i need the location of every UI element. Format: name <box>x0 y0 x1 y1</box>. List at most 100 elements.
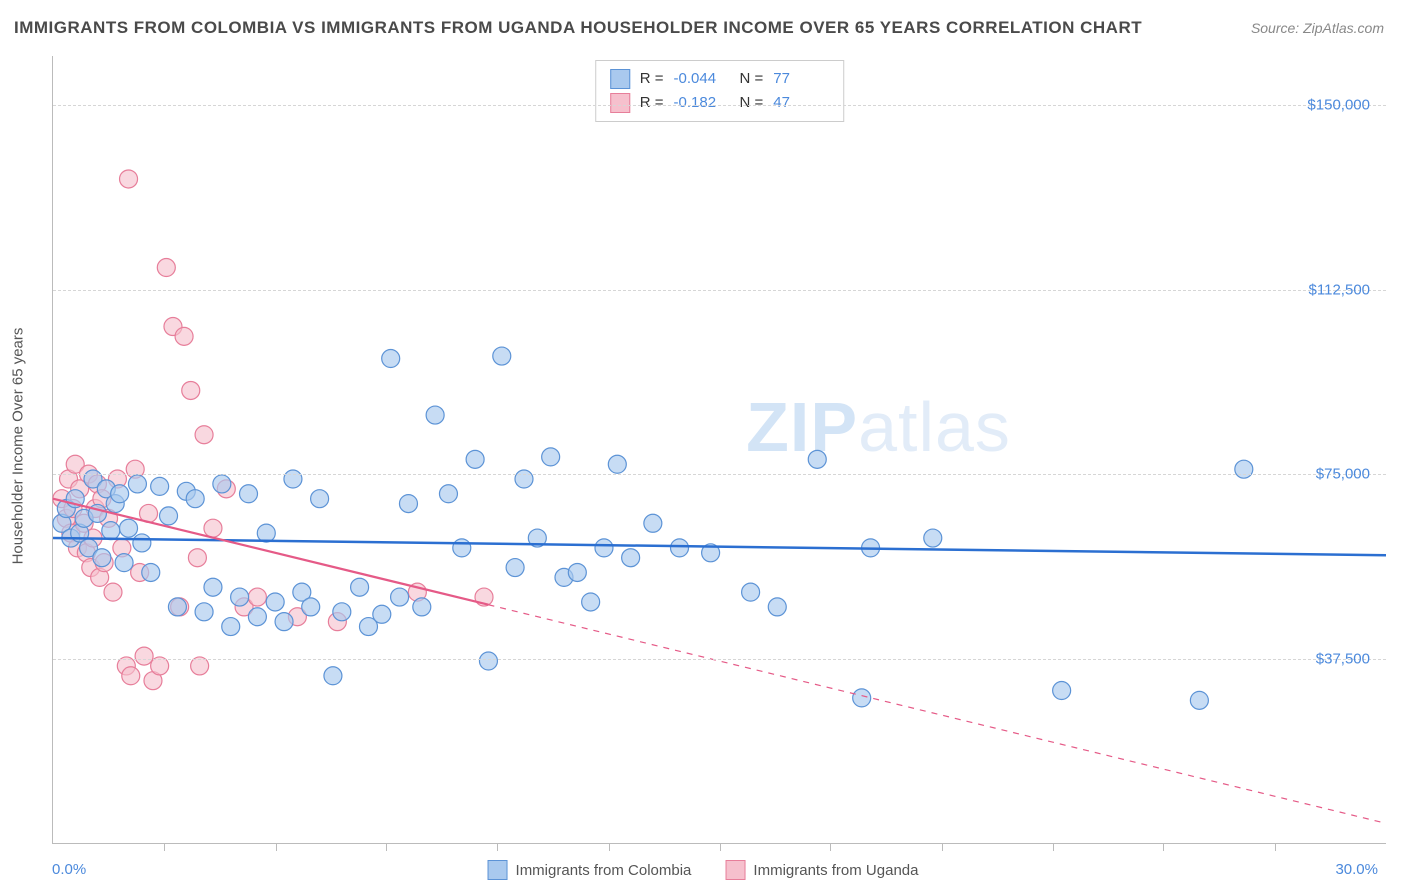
scatter-point <box>391 588 409 606</box>
legend-item: Immigrants from Uganda <box>725 860 918 880</box>
scatter-point <box>151 477 169 495</box>
x-tick <box>386 843 387 851</box>
scatter-point <box>568 563 586 581</box>
x-tick <box>164 843 165 851</box>
scatter-point <box>924 529 942 547</box>
scatter-point <box>622 549 640 567</box>
scatter-point <box>168 598 186 616</box>
scatter-point <box>182 381 200 399</box>
scatter-point <box>248 608 266 626</box>
scatter-point <box>111 485 129 503</box>
x-tick <box>497 843 498 851</box>
scatter-point <box>195 426 213 444</box>
scatter-point <box>324 667 342 685</box>
x-tick <box>1275 843 1276 851</box>
scatter-point <box>853 689 871 707</box>
legend-swatch <box>725 860 745 880</box>
scatter-point <box>742 583 760 601</box>
scatter-point <box>240 485 258 503</box>
scatter-point <box>582 593 600 611</box>
scatter-point <box>102 522 120 540</box>
scatter-point <box>186 490 204 508</box>
scatter-point <box>275 613 293 631</box>
x-tick <box>830 843 831 851</box>
scatter-point <box>399 495 417 513</box>
scatter-point <box>257 524 275 542</box>
grid-line <box>53 290 1386 291</box>
x-min-label: 0.0% <box>52 861 86 878</box>
scatter-point <box>351 578 369 596</box>
scatter-point <box>608 455 626 473</box>
x-tick <box>276 843 277 851</box>
scatter-point <box>204 578 222 596</box>
scatter-point <box>115 554 133 572</box>
scatter-point <box>120 170 138 188</box>
scatter-point <box>479 652 497 670</box>
legend-item: Immigrants from Colombia <box>488 860 692 880</box>
scatter-point <box>311 490 329 508</box>
scatter-point <box>93 549 111 567</box>
scatter-point <box>373 605 391 623</box>
legend-swatch <box>488 860 508 880</box>
scatter-point <box>157 259 175 277</box>
scatter-point <box>135 647 153 665</box>
scatter-point <box>439 485 457 503</box>
scatter-point <box>222 618 240 636</box>
scatter-point <box>426 406 444 424</box>
scatter-point <box>542 448 560 466</box>
source-label: Source: ZipAtlas.com <box>1251 20 1384 36</box>
scatter-point <box>466 450 484 468</box>
scatter-point <box>1235 460 1253 478</box>
legend-label: Immigrants from Uganda <box>753 862 918 879</box>
scatter-point <box>284 470 302 488</box>
scatter-point <box>142 563 160 581</box>
y-tick-label: $150,000 <box>1307 97 1370 114</box>
scatter-point <box>266 593 284 611</box>
y-tick-label: $75,000 <box>1316 466 1370 483</box>
scatter-point <box>160 507 178 525</box>
plot-area: ZIPatlas R = -0.044 N = 77 R = -0.182 N … <box>52 56 1386 844</box>
scatter-point <box>768 598 786 616</box>
scatter-point <box>175 327 193 345</box>
y-axis-title: Householder Income Over 65 years <box>10 328 27 565</box>
scatter-point <box>122 667 140 685</box>
chart-svg <box>53 56 1386 843</box>
x-tick <box>942 843 943 851</box>
scatter-point <box>213 475 231 493</box>
scatter-point <box>120 519 138 537</box>
scatter-point <box>808 450 826 468</box>
scatter-point <box>515 470 533 488</box>
x-tick <box>1053 843 1054 851</box>
trend-line-dashed <box>488 605 1386 824</box>
scatter-point <box>671 539 689 557</box>
scatter-point <box>204 519 222 537</box>
legend-label: Immigrants from Colombia <box>516 862 692 879</box>
scatter-point <box>195 603 213 621</box>
grid-line <box>53 474 1386 475</box>
grid-line <box>53 659 1386 660</box>
series-legend: Immigrants from Colombia Immigrants from… <box>488 860 919 880</box>
scatter-point <box>644 514 662 532</box>
scatter-point <box>231 588 249 606</box>
scatter-point <box>104 583 122 601</box>
grid-line <box>53 105 1386 106</box>
scatter-point <box>1053 682 1071 700</box>
scatter-point <box>151 657 169 675</box>
y-tick-label: $112,500 <box>1309 281 1370 298</box>
scatter-point <box>191 657 209 675</box>
scatter-point <box>248 588 266 606</box>
scatter-point <box>595 539 613 557</box>
scatter-point <box>413 598 431 616</box>
x-tick <box>1163 843 1164 851</box>
scatter-point <box>382 350 400 368</box>
chart-title: IMMIGRANTS FROM COLOMBIA VS IMMIGRANTS F… <box>14 18 1142 38</box>
scatter-point <box>128 475 146 493</box>
scatter-point <box>506 559 524 577</box>
scatter-point <box>493 347 511 365</box>
y-tick-label: $37,500 <box>1316 650 1370 667</box>
scatter-point <box>453 539 471 557</box>
x-tick <box>720 843 721 851</box>
scatter-point <box>302 598 320 616</box>
scatter-point <box>333 603 351 621</box>
x-tick <box>609 843 610 851</box>
